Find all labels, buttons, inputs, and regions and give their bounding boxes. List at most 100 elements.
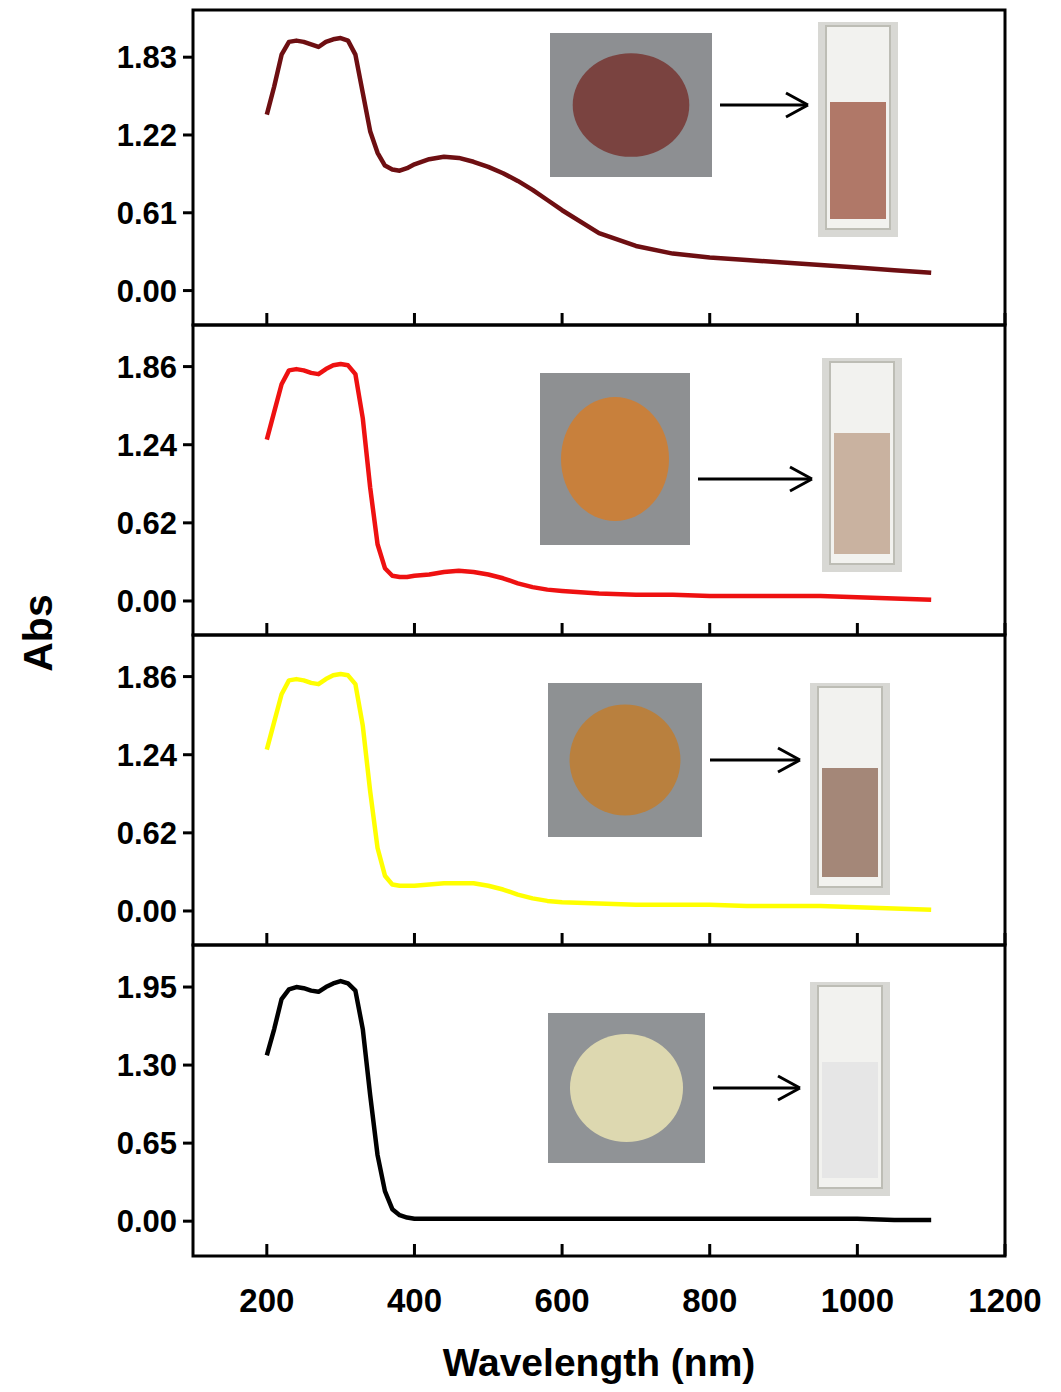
spectrum-line — [267, 38, 931, 273]
panel-frame — [193, 10, 1005, 325]
arrow-head — [778, 1076, 800, 1100]
panel-frame — [193, 945, 1005, 1256]
photo-powder — [561, 397, 669, 521]
x-tick — [265, 933, 268, 945]
y-tick-label: 1.30 — [117, 1048, 177, 1083]
y-tick-label: 0.00 — [117, 584, 177, 619]
photo-cuvette-bg — [822, 358, 902, 572]
y-tick — [183, 599, 193, 602]
photo-powder-bg — [550, 33, 712, 177]
x-tick — [265, 623, 268, 635]
photo-liquid — [834, 433, 890, 554]
y-tick-label: 0.62 — [117, 816, 177, 851]
photo-powder-bg — [548, 683, 702, 837]
spectrum-line — [267, 364, 931, 600]
x-tick — [561, 933, 564, 945]
plot-area — [267, 981, 931, 1220]
panel-frame — [193, 635, 1005, 945]
x-tick-label: 600 — [535, 1282, 590, 1319]
y-tick-label: 1.24 — [117, 428, 178, 463]
photo-cuvette-bg — [810, 683, 890, 895]
x-tick — [856, 1244, 859, 1256]
x-tick — [265, 1244, 268, 1256]
x-tick-label: 1000 — [821, 1282, 894, 1319]
photo-powder — [570, 705, 681, 816]
y-tick-label: 0.65 — [117, 1126, 177, 1161]
photo-cuvette — [818, 687, 882, 887]
y-tick — [183, 831, 193, 834]
x-axis-title: Wavelength (nm) — [443, 1341, 756, 1384]
y-tick-label: 0.00 — [117, 1204, 177, 1239]
y-tick-label: 0.61 — [117, 196, 177, 231]
x-tick — [708, 313, 711, 325]
x-tick — [708, 1244, 711, 1256]
y-tick — [183, 443, 193, 446]
x-tick — [561, 1244, 564, 1256]
y-tick-label: 1.83 — [117, 40, 177, 75]
y-tick — [183, 289, 193, 292]
y-tick — [183, 1064, 193, 1067]
x-tick — [1004, 313, 1007, 325]
y-tick — [183, 753, 193, 756]
y-axis-title: Abs — [15, 594, 61, 671]
photo-cuvette — [830, 362, 894, 564]
y-tick-label: 1.22 — [117, 118, 177, 153]
y-tick — [183, 675, 193, 678]
plot-area — [267, 38, 931, 273]
x-tick — [265, 313, 268, 325]
y-tick — [183, 1142, 193, 1145]
y-tick — [183, 211, 193, 214]
y-tick — [183, 1220, 193, 1223]
photo-cuvette — [826, 26, 890, 229]
photo-powder — [570, 1034, 683, 1142]
plot-area — [267, 364, 931, 600]
x-tick — [1004, 933, 1007, 945]
y-tick — [183, 986, 193, 989]
photo-liquid — [830, 102, 886, 219]
arrow — [698, 478, 810, 481]
x-tick — [561, 623, 564, 635]
x-tick — [1004, 623, 1007, 635]
x-tick — [1004, 1244, 1007, 1256]
arrow-head — [786, 93, 808, 117]
y-tick — [183, 365, 193, 368]
photo-powder-bg — [540, 373, 690, 545]
y-tick-label: 0.00 — [117, 894, 177, 929]
x-tick — [413, 933, 416, 945]
x-tick — [413, 313, 416, 325]
x-tick — [413, 623, 416, 635]
panel: 0.00 0.62 1.24 1.86 — [117, 325, 1005, 635]
panel-frame — [193, 325, 1005, 635]
spectrum-line — [267, 981, 931, 1220]
y-tick — [183, 521, 193, 524]
photo-powder — [573, 53, 690, 157]
x-tick — [708, 623, 711, 635]
spectrum-line — [267, 674, 931, 910]
y-tick — [183, 56, 193, 59]
photo-cuvette — [818, 986, 882, 1188]
panel: 0.00 0.62 1.24 1.86 — [117, 635, 1005, 945]
x-tick — [856, 313, 859, 325]
y-tick-label: 1.86 — [117, 660, 177, 695]
panel: 0.00 0.61 1.22 1.83 — [117, 10, 1005, 325]
x-tick — [856, 623, 859, 635]
x-tick — [561, 313, 564, 325]
arrow — [710, 759, 798, 762]
y-tick-label: 0.00 — [117, 274, 177, 309]
panel: 0.000.651.301.95 — [117, 945, 1005, 1256]
x-tick — [708, 933, 711, 945]
photo-cuvette-bg — [810, 982, 890, 1196]
x-tick-label: 200 — [239, 1282, 294, 1319]
x-tick — [413, 1244, 416, 1256]
y-tick-label: 1.86 — [117, 350, 177, 385]
arrow — [713, 1087, 798, 1090]
x-tick-label: 800 — [682, 1282, 737, 1319]
arrow — [720, 104, 806, 107]
photo-liquid — [822, 768, 878, 877]
y-tick-label: 1.24 — [117, 738, 178, 773]
photo-cuvette-bg — [818, 22, 898, 237]
y-tick-label: 0.62 — [117, 506, 177, 541]
plot-area — [267, 674, 931, 910]
arrow-head — [790, 467, 812, 491]
arrow-head — [778, 748, 800, 772]
